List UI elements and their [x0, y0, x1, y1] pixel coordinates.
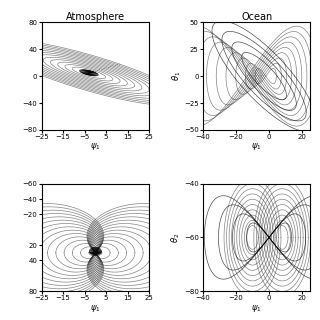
X-axis label: $\psi_1$: $\psi_1$	[90, 141, 101, 152]
Title: Ocean: Ocean	[241, 12, 272, 22]
X-axis label: $\psi_1$: $\psi_1$	[251, 303, 262, 314]
Y-axis label: $\theta_2$: $\theta_2$	[170, 232, 182, 243]
Y-axis label: $\theta_1$: $\theta_1$	[170, 71, 183, 81]
X-axis label: $\psi_1$: $\psi_1$	[251, 141, 262, 152]
Title: Atmosphere: Atmosphere	[66, 12, 125, 22]
X-axis label: $\psi_1$: $\psi_1$	[90, 303, 101, 314]
